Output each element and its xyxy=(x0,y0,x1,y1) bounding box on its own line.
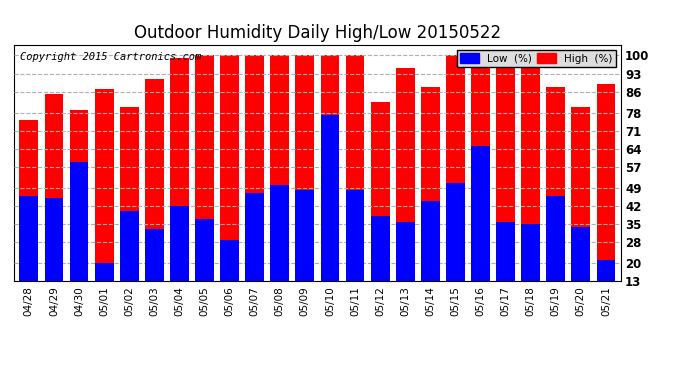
Bar xyxy=(396,222,415,281)
Bar xyxy=(195,56,214,281)
Bar xyxy=(145,230,164,281)
Bar xyxy=(421,201,440,281)
Bar xyxy=(371,216,390,281)
Bar xyxy=(70,110,88,281)
Bar xyxy=(120,107,139,281)
Bar xyxy=(245,56,264,281)
Bar xyxy=(521,224,540,281)
Bar xyxy=(597,84,615,281)
Bar xyxy=(170,206,189,281)
Bar xyxy=(170,58,189,281)
Bar xyxy=(446,56,465,281)
Bar xyxy=(321,115,339,281)
Bar xyxy=(546,196,565,281)
Bar xyxy=(19,120,38,281)
Title: Outdoor Humidity Daily High/Low 20150522: Outdoor Humidity Daily High/Low 20150522 xyxy=(134,24,501,42)
Bar xyxy=(597,261,615,281)
Bar xyxy=(19,196,38,281)
Bar xyxy=(295,190,314,281)
Bar xyxy=(321,56,339,281)
Bar xyxy=(521,56,540,281)
Bar xyxy=(145,79,164,281)
Bar xyxy=(95,263,114,281)
Bar xyxy=(346,56,364,281)
Legend: Low  (%), High  (%): Low (%), High (%) xyxy=(457,50,615,67)
Bar xyxy=(270,56,289,281)
Bar xyxy=(546,87,565,281)
Bar xyxy=(295,56,314,281)
Bar xyxy=(270,185,289,281)
Bar xyxy=(220,56,239,281)
Bar xyxy=(346,190,364,281)
Bar xyxy=(70,162,88,281)
Bar xyxy=(471,56,490,281)
Bar xyxy=(496,222,515,281)
Bar xyxy=(245,193,264,281)
Bar xyxy=(371,102,390,281)
Bar xyxy=(220,240,239,281)
Bar xyxy=(571,227,590,281)
Bar xyxy=(195,219,214,281)
Bar xyxy=(45,94,63,281)
Bar xyxy=(471,146,490,281)
Bar xyxy=(120,211,139,281)
Bar xyxy=(95,89,114,281)
Bar xyxy=(45,198,63,281)
Bar xyxy=(446,183,465,281)
Bar xyxy=(496,56,515,281)
Bar xyxy=(421,87,440,281)
Bar xyxy=(396,68,415,281)
Bar xyxy=(571,107,590,281)
Text: Copyright 2015 Cartronics.com: Copyright 2015 Cartronics.com xyxy=(20,52,201,62)
